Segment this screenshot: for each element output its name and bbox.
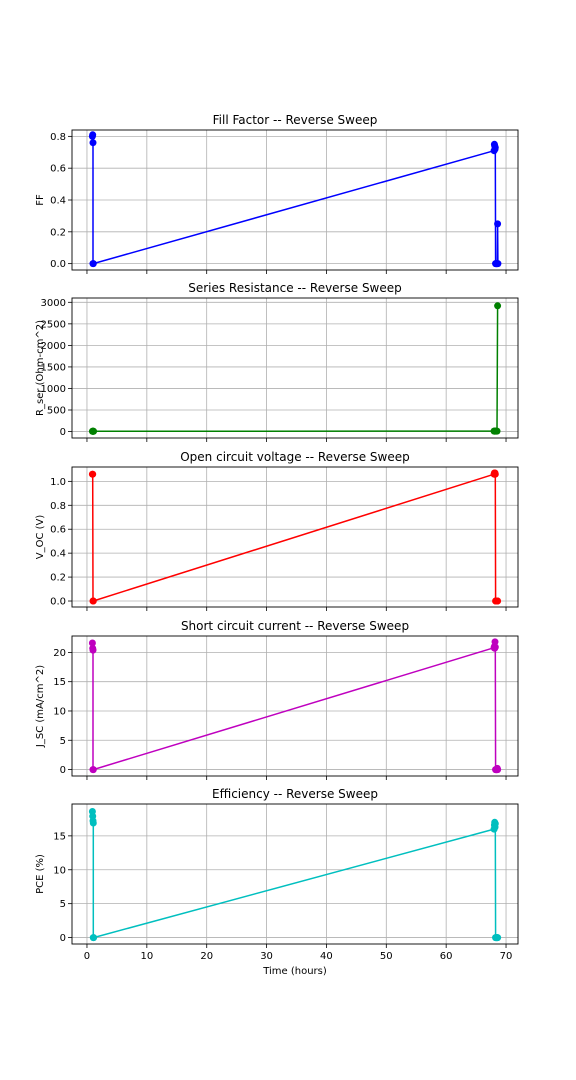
x-tick-label: 60 bbox=[440, 951, 453, 962]
series-line bbox=[91, 811, 499, 939]
series-line bbox=[91, 134, 499, 265]
x-tick-label: 30 bbox=[260, 951, 273, 962]
data-point bbox=[89, 597, 97, 605]
y-tick-label: 15 bbox=[53, 677, 66, 688]
y-tick-label: 500 bbox=[47, 406, 66, 417]
data-point bbox=[89, 260, 97, 268]
y-tick-label: 2000 bbox=[41, 341, 66, 352]
y-axis-label: FF bbox=[35, 194, 46, 206]
x-tick-label: 20 bbox=[200, 951, 213, 962]
y-tick-label: 0 bbox=[60, 765, 66, 776]
data-point bbox=[491, 820, 499, 828]
axes-frame bbox=[71, 297, 519, 439]
subplot-4: Short circuit current -- Reverse Sweep 0 5… bbox=[35, 619, 519, 780]
chart-title: Efficiency -- Reverse Sweep bbox=[212, 787, 378, 801]
series-line bbox=[91, 305, 499, 433]
y-tick-label: 0.0 bbox=[50, 259, 66, 270]
y-tick-label: 15 bbox=[53, 831, 66, 842]
data-point bbox=[90, 934, 98, 942]
y-tick-label: 10 bbox=[53, 865, 66, 876]
y-axis-label: V_OC (V) bbox=[35, 515, 46, 560]
data-point bbox=[493, 427, 501, 435]
y-tick-label: 0.6 bbox=[50, 525, 66, 536]
y-tick-label: 2500 bbox=[41, 319, 66, 330]
data-point bbox=[491, 470, 499, 478]
axes-frame bbox=[71, 803, 519, 945]
series-line bbox=[91, 641, 499, 771]
y-tick-label: 0.8 bbox=[50, 501, 66, 512]
y-tick-label: 0.8 bbox=[50, 132, 66, 143]
data-point bbox=[89, 766, 97, 774]
axes-frame bbox=[71, 129, 519, 271]
subplot-3: Open circuit voltage -- Reverse Sweep 0.0… bbox=[35, 450, 519, 611]
subplot-1: Fill Factor -- Reverse Sweep 0.0 0.2 0.4 0.6… bbox=[35, 113, 519, 274]
data-point bbox=[494, 766, 502, 774]
data-point bbox=[494, 220, 502, 228]
data-point bbox=[88, 639, 96, 647]
axes-frame bbox=[71, 635, 519, 777]
y-tick-label: 5 bbox=[60, 736, 66, 747]
data-point bbox=[494, 302, 502, 310]
data-point bbox=[491, 643, 499, 651]
x-axis-label: Time (hours) bbox=[262, 966, 327, 977]
y-tick-label: 0.2 bbox=[50, 227, 66, 238]
y-axis-label: J_SC (mA/cm^2) bbox=[35, 665, 46, 748]
y-tick-label: 0.6 bbox=[50, 164, 66, 175]
chart-title: Fill Factor -- Reverse Sweep bbox=[213, 113, 378, 127]
data-point bbox=[89, 139, 97, 147]
axes-frame bbox=[71, 466, 519, 608]
x-tick-label: 70 bbox=[500, 951, 513, 962]
y-axis-label: R_ser (Ohm-cm^2) bbox=[35, 320, 46, 416]
y-tick-label: 20 bbox=[53, 648, 66, 659]
subplot-5: Efficiency -- Reverse Sweep 0 5 10 15 0 10 20 30… bbox=[35, 787, 519, 962]
x-tick-label: 10 bbox=[140, 951, 153, 962]
y-tick-label: 1500 bbox=[41, 362, 66, 373]
data-point bbox=[89, 470, 97, 478]
x-tick-label: 50 bbox=[380, 951, 393, 962]
data-point bbox=[491, 144, 499, 151]
data-point bbox=[89, 646, 97, 654]
y-tick-label: 5 bbox=[60, 899, 66, 910]
series-line bbox=[91, 472, 499, 602]
y-tick-label: 1000 bbox=[41, 384, 66, 395]
data-point bbox=[89, 819, 97, 827]
data-point bbox=[491, 638, 499, 646]
y-tick-label: 0.0 bbox=[50, 597, 66, 608]
y-tick-label: 0 bbox=[60, 427, 66, 438]
y-tick-label: 0.2 bbox=[50, 573, 66, 584]
y-tick-label: 3000 bbox=[41, 298, 66, 309]
y-axis-label: PCE (%) bbox=[35, 854, 46, 894]
chart-title: Series Resistance -- Reverse Sweep bbox=[188, 281, 402, 295]
chart-title: Short circuit current -- Reverse Sweep bbox=[181, 619, 409, 633]
y-tick-label: 10 bbox=[53, 706, 66, 717]
x-tick-label: 40 bbox=[320, 951, 333, 962]
data-point bbox=[90, 427, 98, 435]
subplot-2: Series Resistance -- Reverse Sweep 0 500 10… bbox=[35, 281, 519, 442]
data-point bbox=[494, 934, 502, 942]
y-tick-label: 0 bbox=[60, 933, 66, 944]
chart-title: Open circuit voltage -- Reverse Sweep bbox=[180, 450, 410, 464]
data-point bbox=[494, 260, 502, 268]
data-point bbox=[494, 597, 502, 605]
y-tick-label: 1.0 bbox=[50, 477, 66, 488]
x-tick-label: 0 bbox=[84, 951, 90, 962]
data-point bbox=[89, 131, 97, 139]
y-tick-label: 0.4 bbox=[50, 549, 66, 560]
y-tick-label: 0.4 bbox=[50, 196, 66, 207]
